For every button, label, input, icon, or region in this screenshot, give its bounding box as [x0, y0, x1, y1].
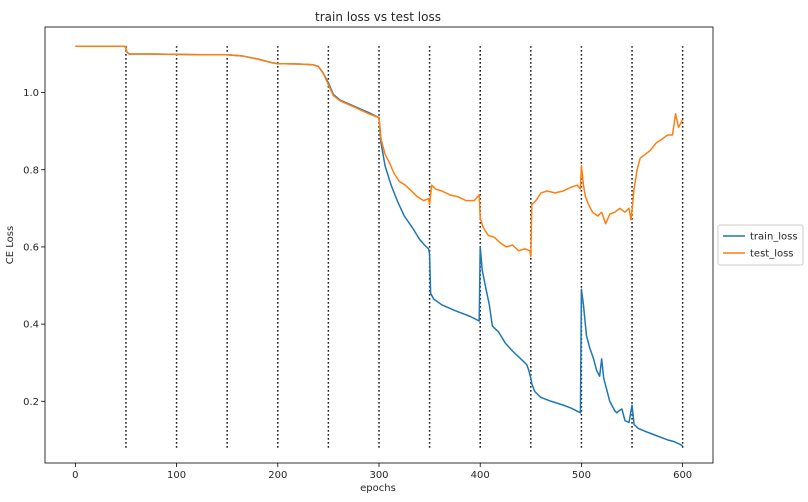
series-group: [75, 45, 684, 447]
x-tick-label: 500: [572, 470, 591, 481]
y-tick-label: 0.2: [23, 397, 39, 408]
y-axis-label: CE Loss: [5, 226, 16, 264]
y-tick-label: 1.0: [23, 88, 39, 99]
y-tick-label: 0.8: [23, 165, 39, 176]
y-tick-label: 0.4: [23, 320, 39, 331]
legend-label-test-loss: test_loss: [750, 249, 794, 260]
x-tick-label: 300: [369, 470, 388, 481]
series-line-test-loss: [75, 45, 684, 258]
y-tick-label: 0.6: [23, 242, 39, 253]
x-tick-label: 100: [167, 470, 186, 481]
x-tick-label: 400: [471, 470, 490, 481]
x-axis-ticks: 0 100 200 300 400 500 600: [72, 463, 692, 481]
axes-frame: [44, 26, 714, 464]
chart-title: train loss vs test loss: [315, 10, 441, 24]
x-axis-label: epochs: [360, 483, 396, 494]
plot-area: [44, 26, 714, 464]
y-axis-ticks: 0.2 0.4 0.6 0.8 1.0: [23, 88, 45, 408]
x-tick-label: 600: [673, 470, 692, 481]
legend: train_loss test_loss: [717, 224, 804, 266]
legend-frame: [717, 224, 804, 266]
x-tick-label: 0: [72, 470, 78, 481]
x-tick-label: 200: [268, 470, 287, 481]
legend-label-train-loss: train_loss: [750, 232, 798, 243]
